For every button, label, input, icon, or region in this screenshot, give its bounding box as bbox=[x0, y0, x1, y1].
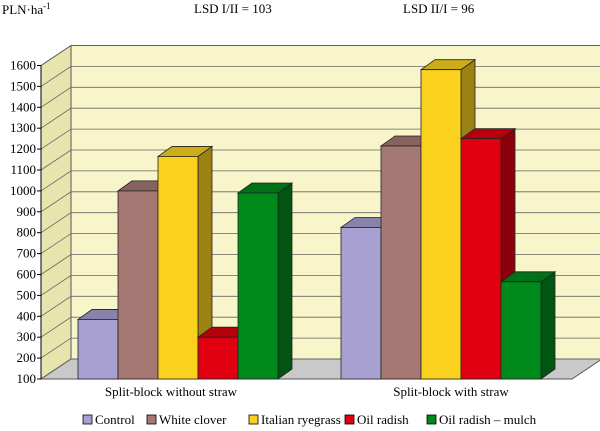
y-tick-label: 1400 bbox=[10, 99, 36, 114]
legend-label: Oil radish – mulch bbox=[439, 412, 537, 427]
y-tick-label: 1300 bbox=[10, 120, 36, 135]
x-category-label: Split-block without straw bbox=[105, 384, 238, 399]
bar-front bbox=[380, 145, 422, 380]
y-tick-label: 600 bbox=[17, 267, 37, 282]
bar-front bbox=[237, 192, 279, 380]
y-axis-unit-label: PLN·ha-1 bbox=[2, 1, 51, 17]
y-tick-label: 300 bbox=[17, 329, 37, 344]
y-tick-label: 900 bbox=[17, 204, 37, 219]
y-tick-label: 1200 bbox=[10, 141, 36, 156]
y-tick-label: 1500 bbox=[10, 78, 36, 93]
bar-oil-radish-mulch-2 bbox=[499, 271, 557, 380]
y-tick-label: 1100 bbox=[10, 162, 36, 177]
legend-label: Oil radish bbox=[357, 412, 409, 427]
bar-front bbox=[77, 319, 119, 380]
legend-swatch bbox=[146, 414, 157, 425]
y-tick-label: 500 bbox=[17, 287, 37, 302]
legend-label: Control bbox=[95, 412, 135, 427]
y-axis-ticks: 100 200 300 400 500 600 700 800 900 1000 1100 1200 1… bbox=[10, 58, 42, 386]
legend-swatch bbox=[426, 414, 437, 425]
bar-side bbox=[540, 271, 556, 380]
y-tick-label: 700 bbox=[17, 246, 37, 261]
y-tick-label: 100 bbox=[17, 371, 37, 386]
bar-front bbox=[340, 227, 382, 380]
legend-label: White clover bbox=[159, 412, 227, 427]
x-category-label: Split-block with straw bbox=[393, 384, 509, 399]
lsd-annotation-2: LSD II/I = 96 bbox=[403, 1, 475, 16]
legend-label: Italian ryegrass bbox=[261, 412, 341, 427]
y-tick-label: 800 bbox=[17, 225, 37, 240]
bar-front bbox=[420, 69, 462, 380]
lsd-annotation-1: LSD I/II = 103 bbox=[194, 1, 272, 16]
bar-front bbox=[117, 190, 159, 380]
legend-swatch bbox=[344, 414, 355, 425]
x-axis-categories: Split-block without straw Split-block wit… bbox=[105, 384, 509, 399]
bar-italian-ryegrass-1 bbox=[156, 145, 214, 380]
legend-swatch bbox=[82, 414, 93, 425]
legend-swatch bbox=[248, 414, 259, 425]
y-tick-label: 200 bbox=[17, 350, 37, 365]
bar-oil-radish-mulch-1 bbox=[236, 182, 294, 380]
bar-front bbox=[460, 138, 502, 380]
bar-side bbox=[277, 182, 293, 380]
y-tick-label: 1000 bbox=[10, 183, 36, 198]
y-tick-label: 1600 bbox=[10, 58, 36, 73]
bar-series bbox=[76, 58, 557, 380]
side-wall bbox=[40, 44, 72, 380]
bar-front bbox=[197, 336, 239, 380]
bar-front bbox=[500, 281, 542, 380]
legend: Control White clover Italian ryegrass Oil r… bbox=[82, 412, 537, 427]
y-tick-label: 400 bbox=[17, 308, 37, 323]
grid-line bbox=[40, 45, 600, 66]
bar-front bbox=[157, 156, 199, 380]
